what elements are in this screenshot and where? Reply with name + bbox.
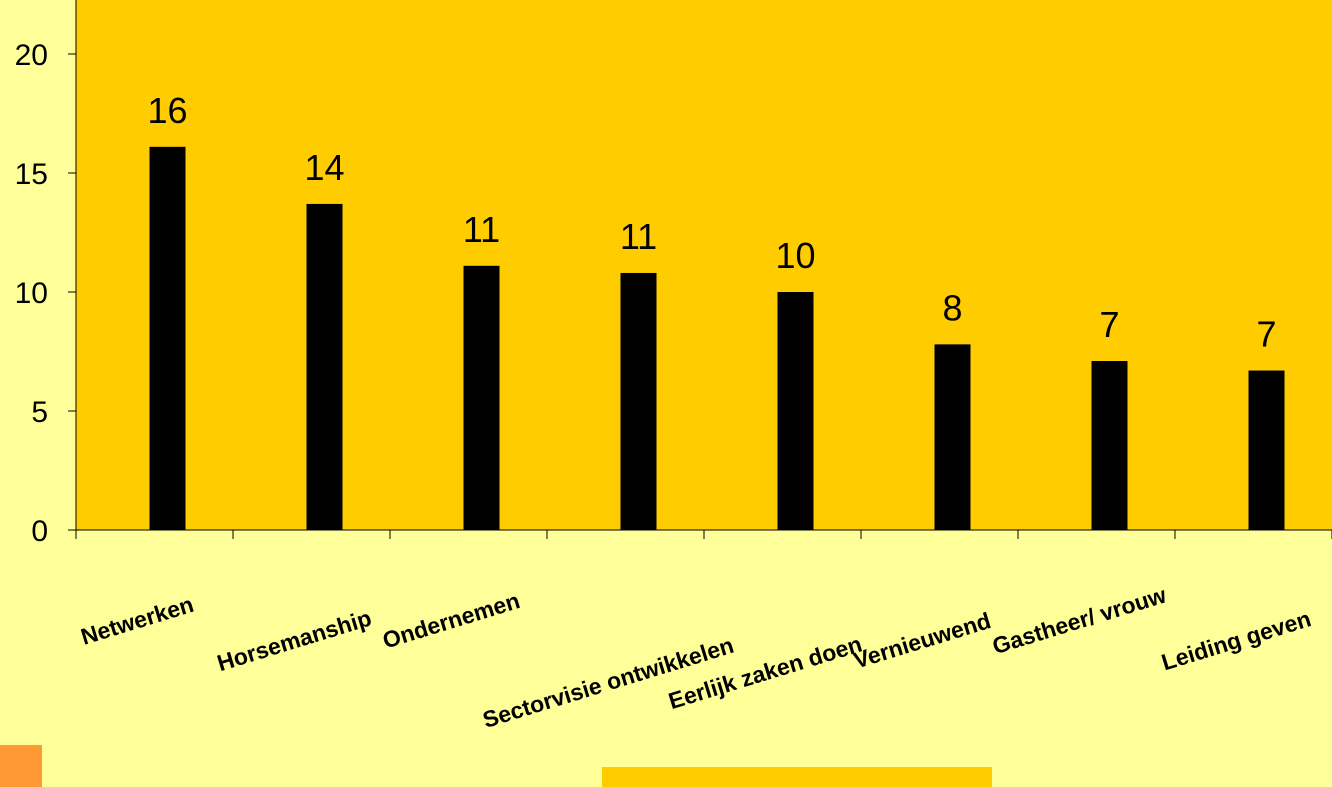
bar bbox=[463, 265, 500, 530]
category-label: Horsemanship bbox=[214, 605, 374, 677]
y-axis: 0 5 10 15 20 bbox=[15, 0, 77, 548]
data-labels: 16 14 11 11 10 8 7 7 bbox=[147, 90, 1276, 355]
bar bbox=[1248, 370, 1285, 530]
data-label: 11 bbox=[463, 209, 500, 250]
bar bbox=[777, 292, 814, 530]
y-tick-label: 15 bbox=[15, 158, 48, 191]
y-tick-label: 10 bbox=[15, 277, 48, 310]
data-label: 7 bbox=[1099, 304, 1119, 345]
category-labels: Netwerken Horsemanship OndernemenSectorvis… bbox=[78, 582, 1314, 733]
data-label: 7 bbox=[1256, 314, 1276, 355]
data-label: 16 bbox=[147, 90, 187, 131]
y-tick-label: 20 bbox=[15, 39, 48, 72]
data-label: 11 bbox=[620, 216, 657, 257]
bar bbox=[149, 146, 186, 530]
bar bbox=[620, 272, 657, 530]
x-axis bbox=[75, 529, 1332, 539]
category-label: Gastheer/ vrouw bbox=[989, 582, 1169, 660]
category-label: Leiding geven bbox=[1158, 605, 1313, 675]
data-label: 8 bbox=[942, 287, 962, 328]
bar bbox=[306, 203, 343, 530]
category-label: Vernieuwend bbox=[851, 607, 994, 673]
category-label: Netwerken bbox=[78, 591, 197, 650]
category-label: Ondernemen bbox=[380, 587, 523, 653]
decorative-square bbox=[0, 745, 42, 787]
bar bbox=[1091, 361, 1128, 530]
decorative-bar bbox=[602, 767, 992, 787]
data-label: 14 bbox=[304, 147, 344, 188]
y-tick-label: 0 bbox=[31, 515, 48, 548]
plot-area bbox=[76, 0, 1332, 530]
data-label: 10 bbox=[775, 235, 815, 276]
bars bbox=[149, 146, 1285, 530]
bar bbox=[934, 344, 971, 530]
y-tick-label: 5 bbox=[31, 396, 48, 429]
